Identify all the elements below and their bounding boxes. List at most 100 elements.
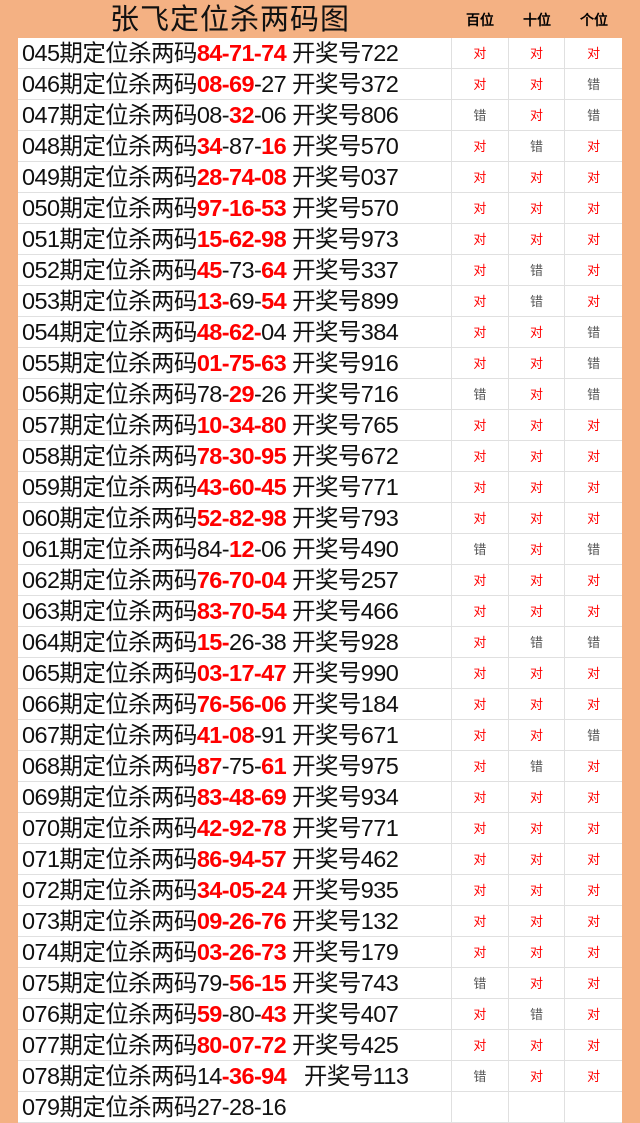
row-label: 期定位杀两码 — [59, 1001, 197, 1027]
draw-label: 开奖号 — [292, 939, 361, 965]
result-hundreds: 对 — [452, 720, 509, 750]
prediction-text: 069期定位杀两码83-48-69 开奖号934 — [18, 782, 453, 812]
result-units: 对 — [587, 1069, 601, 1084]
period-number: 076 — [22, 1001, 60, 1027]
row-label: 期定位杀两码 — [59, 1063, 197, 1089]
kill-code: 84- — [196, 536, 230, 562]
prediction-text: 055期定位杀两码01-75-63 开奖号916 — [18, 348, 453, 378]
column-header-units: 个位 — [580, 12, 608, 28]
result-tens: 对 — [509, 162, 566, 192]
result-tens: 对 — [509, 906, 566, 936]
kill-code-highlight: 32 — [229, 102, 255, 128]
draw-number: 722 — [360, 40, 399, 66]
result-hundreds: 对 — [452, 999, 509, 1029]
prediction-text: 073期定位杀两码09-26-76 开奖号132 — [18, 906, 453, 936]
kill-code-highlight: 28-74-08 — [196, 164, 287, 190]
draw-label: 开奖号 — [292, 598, 361, 624]
result-hundreds: 对 — [452, 875, 509, 905]
period-number: 051 — [22, 226, 60, 252]
result-units: 错 — [587, 356, 601, 371]
draw-number: 671 — [360, 722, 399, 748]
draw-number: 132 — [360, 908, 399, 934]
row-label: 期定位杀两码 — [59, 102, 197, 128]
kill-code: 27-28-16 — [196, 1094, 287, 1120]
period-number: 073 — [22, 908, 60, 934]
draw-number: 257 — [360, 567, 399, 593]
prediction-text: 067期定位杀两码41-08-91 开奖号671 — [18, 720, 453, 750]
draw-label: 开奖号 — [292, 257, 361, 283]
period-number: 059 — [22, 474, 60, 500]
result-tens: 对 — [509, 968, 566, 998]
draw-number: 934 — [360, 784, 399, 810]
result-tens: 对 — [509, 782, 566, 812]
period-number: 078 — [22, 1063, 60, 1089]
prediction-text: 066期定位杀两码76-56-06 开奖号184 — [18, 689, 453, 719]
period-number: 068 — [22, 753, 60, 779]
result-units: 对 — [587, 511, 601, 526]
draw-number: 372 — [360, 71, 399, 97]
result-hundreds: 错 — [452, 100, 509, 130]
result-hundreds: 对 — [452, 1030, 509, 1060]
kill-code-highlight: 80-07-72 — [196, 1032, 287, 1058]
period-number: 056 — [22, 381, 60, 407]
row-label: 期定位杀两码 — [59, 133, 197, 159]
table-row: 062期定位杀两码76-70-04 开奖号257 对对对 — [18, 565, 622, 596]
prediction-text: 075期定位杀两码79-56-15 开奖号743 — [18, 968, 453, 998]
result-tens: 错 — [509, 627, 566, 657]
result-hundreds: 对 — [452, 162, 509, 192]
result-tens: 对 — [509, 410, 566, 440]
kill-code-highlight: 61 — [261, 753, 287, 779]
result-tens: 对 — [509, 1061, 566, 1091]
draw-label: 开奖号 — [292, 784, 361, 810]
kill-code-highlight: 83-48-69 — [196, 784, 287, 810]
table-row: 048期定位杀两码34-87-16 开奖号570 对错对 — [18, 131, 622, 162]
period-number: 072 — [22, 877, 60, 903]
draw-number: 490 — [360, 536, 399, 562]
period-number: 064 — [22, 629, 60, 655]
result-units: 对 — [587, 666, 601, 681]
period-number: 063 — [22, 598, 60, 624]
draw-label: 开奖号 — [292, 722, 361, 748]
row-label: 期定位杀两码 — [59, 1094, 197, 1120]
draw-label: 开奖号 — [292, 226, 361, 252]
prediction-text: 074期定位杀两码03-26-73 开奖号179 — [18, 937, 453, 967]
result-hundreds: 对 — [452, 410, 509, 440]
table-row: 050期定位杀两码97-16-53 开奖号570 对对对 — [18, 193, 622, 224]
draw-number: 771 — [360, 815, 399, 841]
draw-number: 384 — [360, 319, 399, 345]
row-label: 期定位杀两码 — [59, 288, 197, 314]
result-tens: 对 — [509, 720, 566, 750]
draw-label: 开奖号 — [292, 877, 361, 903]
draw-number: 570 — [360, 133, 399, 159]
kill-code-highlight: -36-94 — [221, 1063, 287, 1089]
period-number: 079 — [22, 1094, 60, 1120]
kill-code: 26-38 — [229, 629, 287, 655]
draw-label: 开奖号 — [292, 474, 361, 500]
kill-code-highlight: 03-26-73 — [196, 939, 287, 965]
result-tens: 对 — [509, 565, 566, 595]
table-row: 068期定位杀两码87-75-61 开奖号975 对错对 — [18, 751, 622, 782]
period-number: 074 — [22, 939, 60, 965]
kill-code: 78- — [196, 381, 230, 407]
draw-number: 337 — [360, 257, 399, 283]
result-hundreds: 对 — [452, 38, 509, 68]
period-number: 071 — [22, 846, 60, 872]
prediction-text: 071期定位杀两码86-94-57 开奖号462 — [18, 844, 453, 874]
result-units: 对 — [587, 759, 601, 774]
result-tens: 对 — [509, 534, 566, 564]
result-hundreds — [452, 1092, 509, 1122]
draw-label: 开奖号 — [292, 71, 361, 97]
period-number: 075 — [22, 970, 60, 996]
row-label: 期定位杀两码 — [59, 815, 197, 841]
draw-number: 793 — [360, 505, 399, 531]
kill-code-highlight: 42-92-78 — [196, 815, 287, 841]
period-number: 053 — [22, 288, 60, 314]
draw-label: 开奖号 — [292, 536, 361, 562]
period-number: 077 — [22, 1032, 60, 1058]
result-units: 对 — [587, 449, 601, 464]
result-tens: 对 — [509, 937, 566, 967]
kill-code-highlight: 01-75-63 — [196, 350, 287, 376]
draw-label: 开奖号 — [292, 319, 361, 345]
row-label: 期定位杀两码 — [59, 660, 197, 686]
row-label: 期定位杀两码 — [59, 629, 197, 655]
